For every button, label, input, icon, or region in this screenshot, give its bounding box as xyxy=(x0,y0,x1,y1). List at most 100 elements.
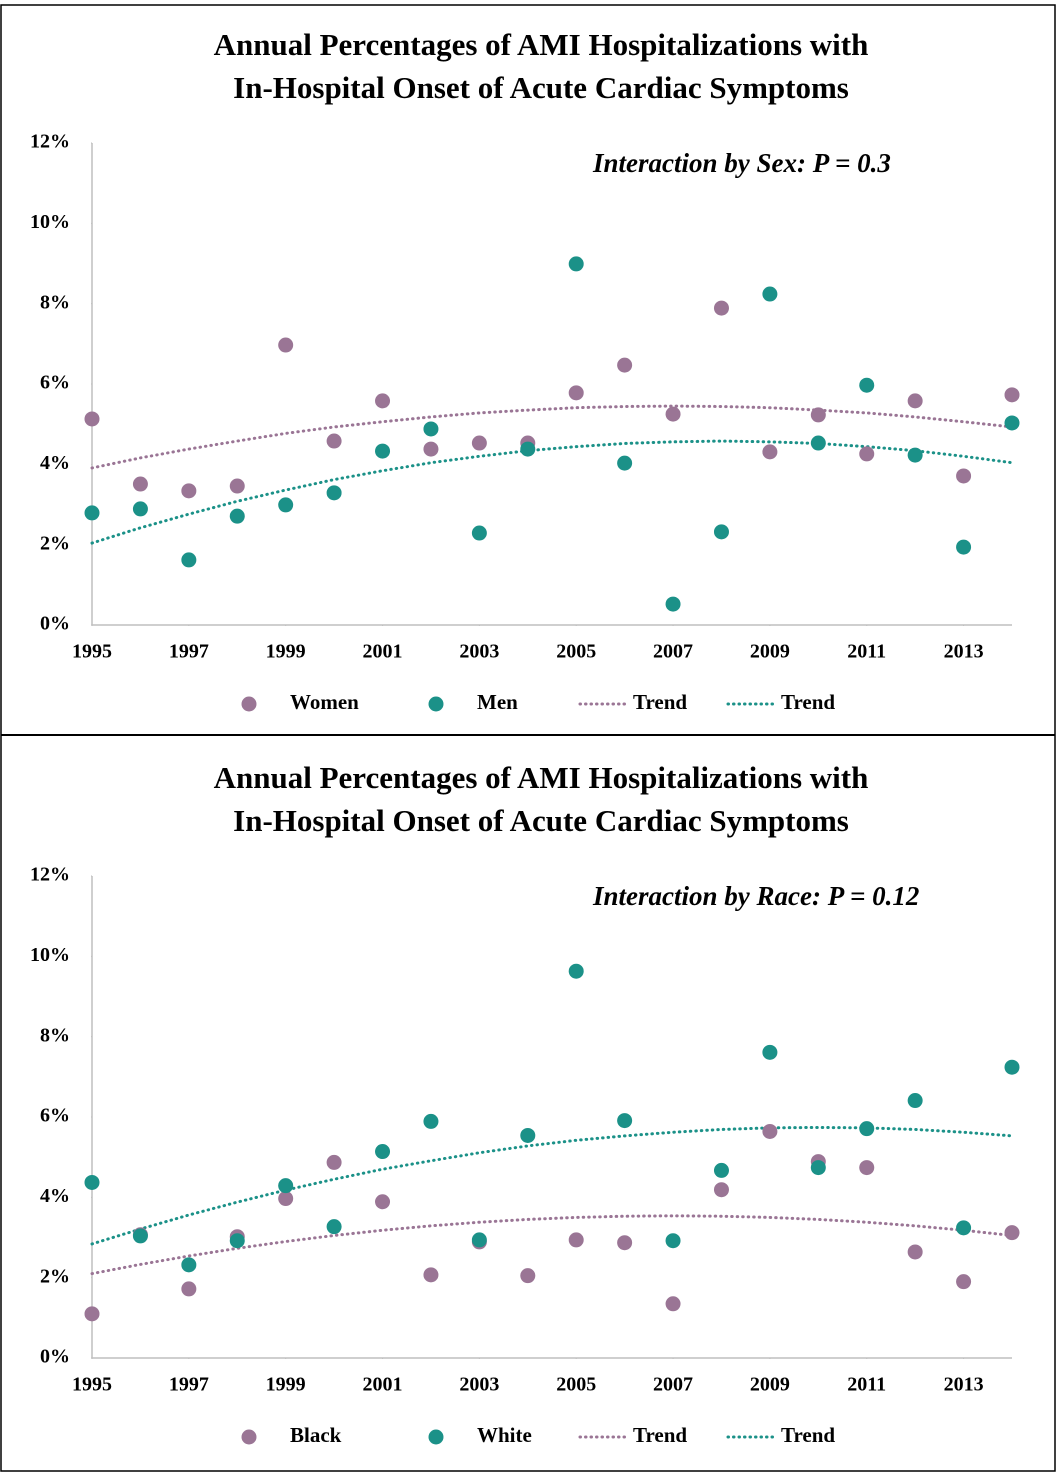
x-tick-label: 2013 xyxy=(944,1374,984,1396)
y-tick-label: 8% xyxy=(40,1024,70,1046)
y-tick-label: 2% xyxy=(40,532,70,554)
point xyxy=(810,435,826,451)
y-tick-label: 0% xyxy=(40,613,70,635)
point xyxy=(423,1267,439,1283)
x-tick-label: 2011 xyxy=(847,1374,886,1396)
legend-label: Trend xyxy=(781,690,835,714)
point xyxy=(762,1044,778,1060)
point xyxy=(423,1113,439,1129)
point xyxy=(229,478,245,494)
point xyxy=(568,963,584,979)
legend-swatch xyxy=(241,696,257,712)
x-tick-label: 2005 xyxy=(556,1374,596,1396)
point xyxy=(471,1232,487,1248)
point xyxy=(810,407,826,423)
frame xyxy=(0,4,1056,1472)
point xyxy=(84,505,100,521)
y-tick-label: 10% xyxy=(30,211,70,233)
x-tick-label: 2003 xyxy=(459,641,499,663)
x-tick-label: 2011 xyxy=(847,641,886,663)
point xyxy=(762,1123,778,1139)
x-tick-label: 1997 xyxy=(169,1374,209,1396)
point xyxy=(907,447,923,463)
y-tick-label: 6% xyxy=(40,372,70,394)
x-tick-label: 2013 xyxy=(944,641,984,663)
point xyxy=(132,501,148,517)
point xyxy=(1004,1225,1020,1241)
point xyxy=(617,455,633,471)
point xyxy=(568,1232,584,1248)
legend-label: Trend xyxy=(781,1423,835,1447)
point xyxy=(84,411,100,427)
point xyxy=(375,1144,391,1160)
point xyxy=(859,446,875,462)
point xyxy=(665,1233,681,1249)
annotation: Interaction by Sex: P = 0.3 xyxy=(592,148,891,178)
point xyxy=(1004,1059,1020,1075)
point xyxy=(810,1160,826,1176)
point xyxy=(956,539,972,555)
chart-title: In-Hospital Onset of Acute Cardiac Sympt… xyxy=(233,70,849,105)
x-tick-label: 2009 xyxy=(750,1374,790,1396)
point xyxy=(229,508,245,524)
y-tick-label: 12% xyxy=(30,131,70,153)
point xyxy=(956,1274,972,1290)
legend-label: Trend xyxy=(633,690,687,714)
point xyxy=(375,393,391,409)
point xyxy=(762,286,778,302)
point xyxy=(326,485,342,501)
point xyxy=(1004,415,1020,431)
point xyxy=(665,1296,681,1312)
point xyxy=(520,1127,536,1143)
trend-line xyxy=(90,1214,1014,1276)
point xyxy=(956,468,972,484)
point xyxy=(278,497,294,513)
point xyxy=(907,1093,923,1109)
legend-swatch xyxy=(241,1429,257,1445)
trend-line xyxy=(90,439,1014,545)
legend-label: Women xyxy=(290,690,359,714)
point xyxy=(132,476,148,492)
point xyxy=(84,1174,100,1190)
point xyxy=(907,1244,923,1260)
point xyxy=(859,377,875,393)
x-tick-label: 2005 xyxy=(556,641,596,663)
legend-label: Black xyxy=(290,1423,342,1447)
point xyxy=(520,441,536,457)
point xyxy=(1004,387,1020,403)
trend-line xyxy=(90,404,1014,470)
x-tick-label: 2003 xyxy=(459,1374,499,1396)
point xyxy=(713,524,729,540)
y-tick-label: 4% xyxy=(40,1185,70,1207)
point xyxy=(713,1162,729,1178)
point xyxy=(326,1154,342,1170)
point xyxy=(181,1257,197,1273)
point xyxy=(278,337,294,353)
point xyxy=(665,596,681,612)
y-tick-label: 12% xyxy=(30,864,70,886)
point xyxy=(181,1281,197,1297)
point xyxy=(423,421,439,437)
trend-line xyxy=(90,1125,1014,1246)
point xyxy=(84,1306,100,1322)
y-tick-label: 8% xyxy=(40,291,70,313)
legend-label: White xyxy=(477,1423,532,1447)
point xyxy=(617,357,633,373)
point xyxy=(229,1233,245,1249)
y-tick-label: 6% xyxy=(40,1105,70,1127)
point xyxy=(278,1191,294,1207)
point xyxy=(471,525,487,541)
point xyxy=(762,444,778,460)
point xyxy=(181,483,197,499)
point xyxy=(375,1194,391,1210)
point xyxy=(956,1220,972,1236)
point xyxy=(859,1160,875,1176)
y-tick-label: 4% xyxy=(40,452,70,474)
point xyxy=(423,441,439,457)
x-tick-label: 1995 xyxy=(72,1374,112,1396)
point xyxy=(617,1113,633,1129)
point xyxy=(278,1178,294,1194)
point xyxy=(859,1121,875,1137)
x-tick-label: 2001 xyxy=(363,641,403,663)
